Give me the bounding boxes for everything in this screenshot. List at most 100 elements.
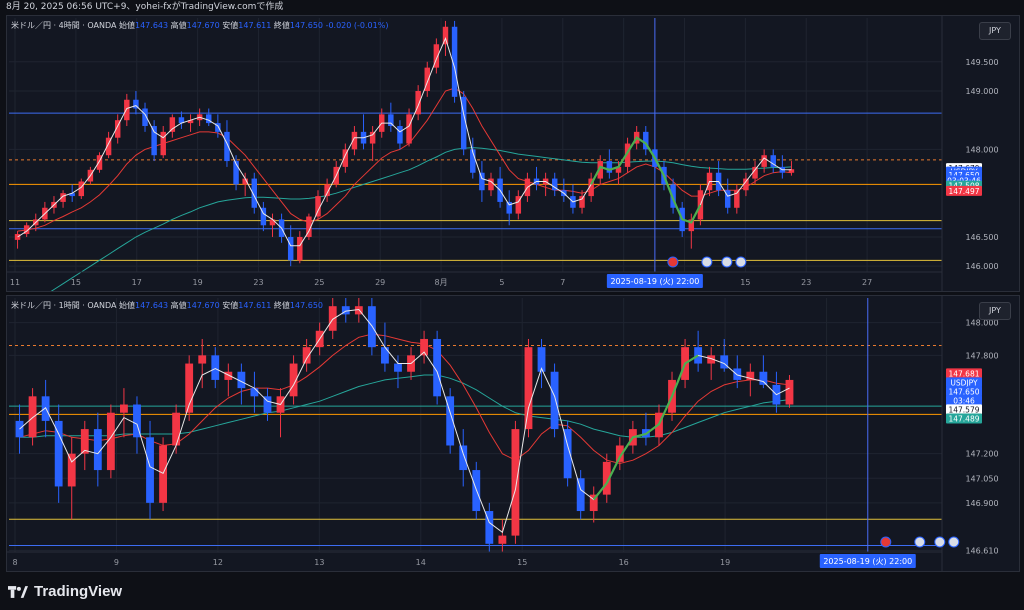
candle-body — [187, 120, 194, 124]
currency-button-1h[interactable]: JPY — [979, 302, 1011, 320]
legend-4h-low-label: 安値 — [222, 21, 239, 30]
candle-body — [761, 155, 767, 167]
candle-body — [479, 172, 485, 191]
event-flag-icon — [667, 256, 679, 268]
candle-body — [406, 114, 412, 144]
candle-body — [54, 420, 63, 487]
candle-body — [488, 178, 494, 191]
candle-body — [588, 178, 594, 197]
candle-body — [788, 169, 795, 173]
price-label-badge — [946, 386, 982, 397]
x-tick-label: 7 — [560, 278, 565, 287]
candle-body — [78, 181, 85, 197]
crosshair-time-label: 2025-08-19 (火) 22:00 — [610, 277, 699, 286]
candle-body — [550, 371, 559, 430]
candle-body — [96, 155, 103, 170]
candle-body — [263, 396, 272, 413]
candle-body — [159, 445, 167, 503]
candle-body — [351, 131, 358, 150]
price-label-text: 147.497 — [948, 187, 979, 196]
candle-body — [433, 338, 442, 397]
candle-body — [446, 396, 455, 446]
tradingview-logo[interactable]: TradingView — [8, 583, 122, 600]
price-label-text: 147.489 — [948, 414, 979, 423]
x-tick-label: 15 — [517, 558, 527, 567]
candle-body — [720, 355, 729, 369]
chart-4h-svg[interactable]: 111517192325298月57913152327146.000146.50… — [7, 16, 1019, 291]
x-tick-label: 11 — [10, 278, 20, 287]
candle-body — [172, 412, 181, 446]
price-label-badge — [946, 368, 982, 379]
x-tick-label: 5 — [499, 278, 504, 287]
candle-body — [289, 363, 298, 397]
y-tick-label: 147.200 — [965, 450, 998, 459]
price-axis-background — [942, 16, 1019, 291]
tradingview-logo-icon — [8, 585, 28, 598]
y-tick-label: 149.000 — [965, 87, 998, 96]
price-label-badge — [946, 413, 982, 424]
price-label-badge — [946, 377, 982, 388]
candle-body — [724, 190, 731, 208]
event-flag-icon — [880, 536, 892, 548]
crosshair-time-badge — [606, 274, 703, 288]
candle-body — [215, 123, 221, 132]
candle-body — [524, 347, 533, 430]
event-flag-icon — [934, 536, 946, 548]
candle-body — [224, 131, 230, 162]
candle-body — [397, 126, 403, 144]
price-label-text: 147.579 — [948, 405, 979, 414]
candle-body — [14, 234, 21, 240]
chart-panel-4h[interactable]: 111517192325298月57913152327146.000146.50… — [6, 15, 1020, 292]
legend-4h: 米ドル／円 · 4時間 · OANDA 始値147.643 高値147.670 … — [11, 20, 388, 31]
candle-body — [233, 161, 239, 185]
candle-body — [302, 347, 311, 364]
candle-body — [69, 193, 75, 197]
candle-body — [237, 371, 246, 389]
x-tick-label: 23 — [801, 278, 811, 287]
candle-body — [576, 478, 585, 512]
x-tick-label: 17 — [132, 278, 142, 287]
price-label-text: 147.650 — [948, 387, 979, 396]
candle-body — [624, 143, 631, 167]
candle-body — [67, 453, 76, 487]
candle-body — [424, 67, 430, 91]
candle-body — [178, 117, 185, 124]
candle-body — [485, 511, 494, 544]
x-tick-label: 8月 — [435, 278, 448, 287]
y-tick-label: 149.500 — [965, 58, 998, 67]
candle-body — [615, 166, 622, 173]
candle-body — [169, 117, 176, 132]
candle-body — [459, 445, 468, 471]
legend-4h-close-label: 終値 — [273, 21, 290, 30]
candle-body — [770, 155, 776, 167]
legend-1h-close: 147.650 — [289, 301, 324, 310]
currency-button-4h[interactable]: JPY — [979, 22, 1011, 40]
chart-panel-1h[interactable]: 8912131415161921146.610146.900147.050147… — [6, 295, 1020, 572]
x-tick-label: 19 — [720, 558, 730, 567]
price-label-text: 03:46 — [953, 396, 975, 405]
candle-body — [460, 96, 467, 150]
candle-body — [394, 363, 402, 372]
candle-body — [105, 137, 112, 156]
candle-body — [211, 355, 220, 380]
candle-body — [442, 26, 449, 45]
candle-body — [342, 149, 349, 167]
moving-average-slow — [50, 147, 792, 291]
y-tick-label: 147.050 — [965, 474, 998, 483]
highlight-overlay-line — [592, 354, 699, 501]
candle-body — [606, 161, 613, 173]
candle-body — [579, 196, 585, 208]
candle-body — [146, 437, 154, 503]
candle-body — [324, 184, 330, 197]
legend-1h-open: 147.643 — [135, 301, 169, 310]
candle-body — [597, 161, 603, 179]
x-tick-label: 14 — [416, 558, 426, 567]
price-label-badge — [946, 404, 982, 415]
candle-body — [498, 535, 507, 544]
candle-body — [142, 108, 148, 127]
candle-body — [269, 219, 276, 226]
candle-body — [563, 429, 572, 479]
candle-body — [688, 219, 695, 232]
chart-1h-svg[interactable]: 8912131415161921146.610146.900147.050147… — [7, 296, 1019, 571]
legend-1h-low-label: 安値 — [222, 301, 239, 310]
